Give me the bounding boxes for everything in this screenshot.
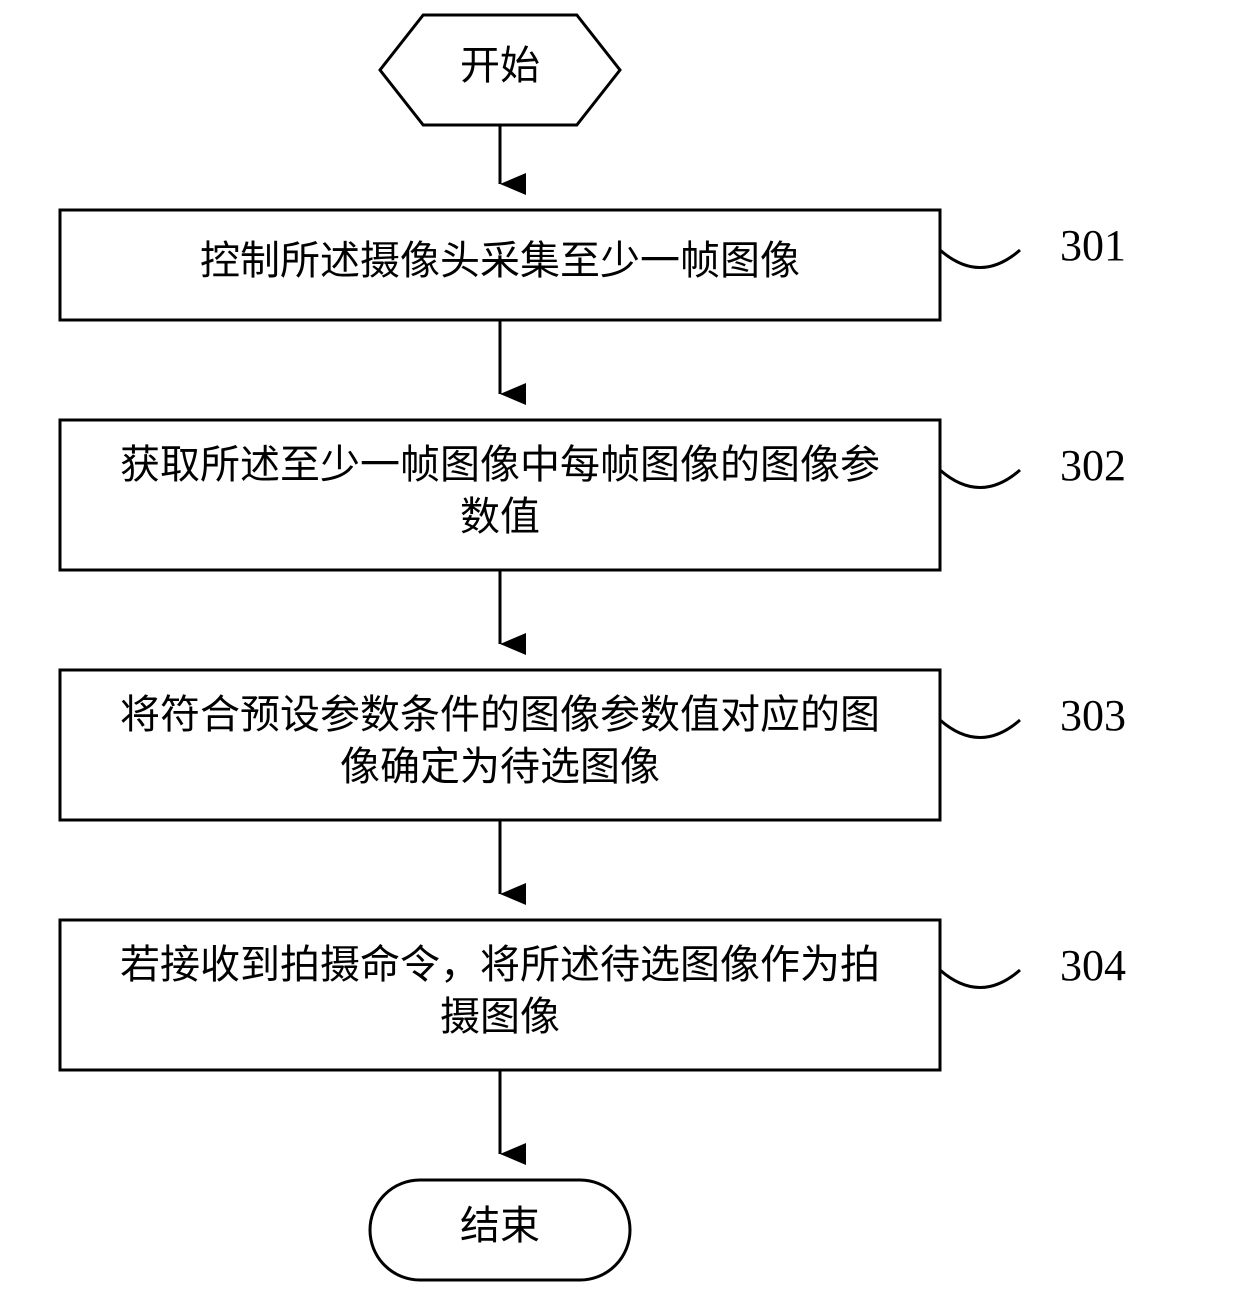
step-302-label: 302 [1060,441,1126,490]
step-303-label: 303 [1060,691,1126,740]
step-302-leader [940,470,1020,488]
step-304: 若接收到拍摄命令，将所述待选图像作为拍摄图像 304 [60,920,1126,1070]
step-301-label: 301 [1060,221,1126,270]
step-304-line0: 若接收到拍摄命令，将所述待选图像作为拍 [120,942,880,987]
step-304-line1: 摄图像 [440,994,560,1039]
start-label: 开始 [460,43,540,88]
step-302-line1: 数值 [460,494,540,539]
step-303-line1: 像确定为待选图像 [340,744,660,789]
end-terminal: 结束 [370,1180,630,1280]
step-303-line0: 将符合预设参数条件的图像参数值对应的图 [120,692,880,737]
step-304-label: 304 [1060,941,1126,990]
step-303: 将符合预设参数条件的图像参数值对应的图像确定为待选图像 303 [60,670,1126,820]
step-301: 控制所述摄像头采集至少一帧图像 301 [60,210,1126,320]
end-label: 结束 [460,1203,540,1248]
step-303-leader [940,720,1020,738]
step-302-line0: 获取所述至少一帧图像中每帧图像的图像参 [120,442,880,487]
step-302: 获取所述至少一帧图像中每帧图像的图像参数值 302 [60,420,1126,570]
start-terminal: 开始 [380,15,620,125]
step-301-line0: 控制所述摄像头采集至少一帧图像 [200,238,800,283]
step-301-leader [940,250,1020,268]
step-304-leader [940,970,1020,988]
